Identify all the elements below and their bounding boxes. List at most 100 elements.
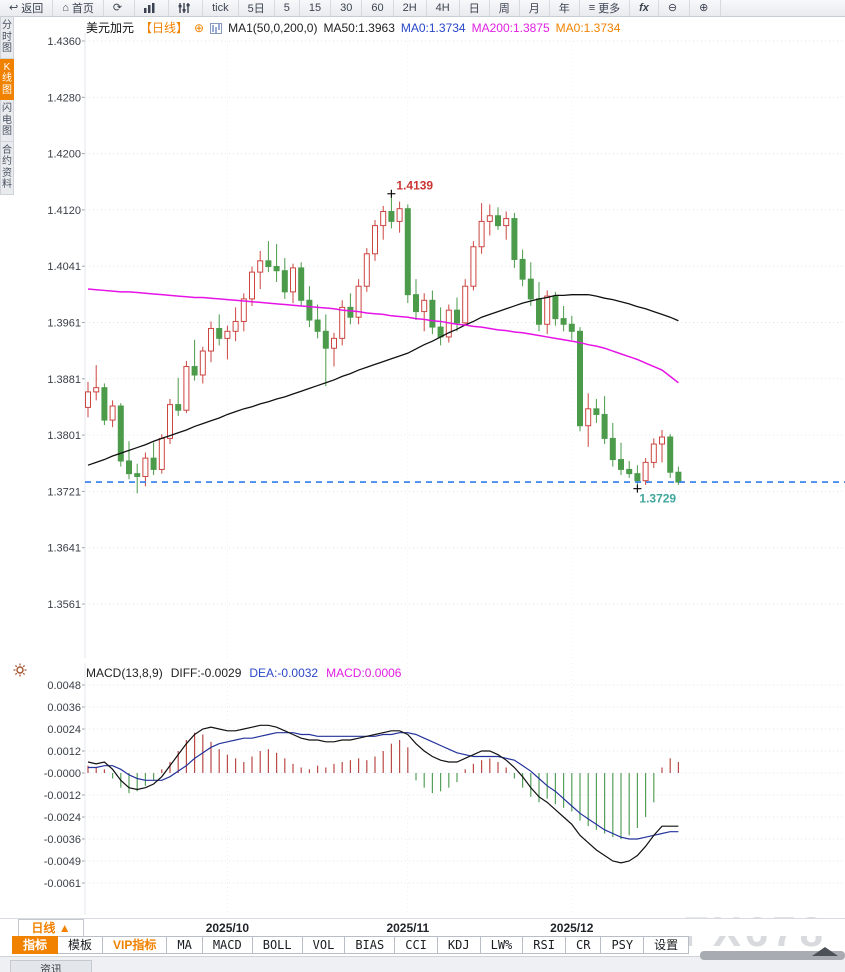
- toolbar-label-m30: 30: [340, 2, 353, 14]
- indicator-tab-设置[interactable]: 设置: [644, 936, 690, 954]
- toolbar-button-m60[interactable]: 60: [362, 0, 394, 16]
- indicator-toolbar: 指标 模板 VIP指标 MA MACD BOLL VOL BIAS CCI KDJ LW% RSI CR…: [12, 936, 690, 954]
- period-label: 【日线】: [140, 21, 189, 35]
- sidebar-tab-2[interactable]: K线图: [0, 58, 14, 100]
- news-tab[interactable]: 资讯: [10, 960, 92, 972]
- svg-text:1.3881: 1.3881: [47, 374, 81, 386]
- indicator-tab-RSI[interactable]: RSI: [523, 936, 566, 954]
- toolbar-label-fx: fx: [639, 2, 649, 14]
- horizontal-scrollbar[interactable]: [700, 951, 845, 960]
- top-toolbar: ↩ 返回 ⌂ 首页 ⟳ tick 5日 5 15 30 60 2H 4H 日周月年 ≡ 更多 fx ⊖ ⊕: [0, 0, 845, 17]
- ma-settings-label: MA1(50,0,200,0): [228, 21, 318, 35]
- toolbar-button-tick[interactable]: tick: [203, 0, 239, 16]
- indicator-tab-LW%[interactable]: LW%: [480, 936, 524, 954]
- x-axis-month-label: 2025/12: [550, 921, 594, 935]
- indicator-tab-KDJ[interactable]: KDJ: [437, 936, 481, 954]
- macd-value-label: DIFF:-0.0029: [170, 666, 242, 680]
- symbol-name: 美元加元: [86, 21, 135, 35]
- indicator-tab-CR[interactable]: CR: [565, 936, 602, 954]
- back-arrow-icon: ↩: [9, 1, 19, 14]
- toolbar-button-refresh[interactable]: ⟳: [104, 0, 136, 16]
- bar-chart-icon: [144, 3, 156, 13]
- main-price-chart[interactable]: 1.4360 1.4280 1.4200 1.4120 1.4041 1.3961 1.38…: [0, 30, 845, 660]
- svg-text:1.3721: 1.3721: [47, 486, 81, 498]
- indicator-tab-MA[interactable]: MA: [167, 936, 203, 954]
- sidebar-tab-1[interactable]: 分时图: [0, 17, 14, 59]
- indicator-tab-VIP指标[interactable]: VIP指标: [103, 936, 168, 954]
- toolbar-button-h4[interactable]: 4H: [427, 0, 460, 16]
- toolbar-label-m5: 5: [283, 2, 290, 14]
- toolbar-label-tick: tick: [212, 2, 229, 14]
- toolbar-label-back: 返回: [21, 3, 44, 15]
- macd-indicator-chart[interactable]: 0.0048 0.0036 0.0024 0.0012 -0.0000 -0.0012 -0…: [0, 660, 845, 918]
- toolbar-button-zoom-out[interactable]: ⊖: [659, 0, 691, 16]
- toolbar-button-zoom-in[interactable]: ⊕: [690, 0, 722, 16]
- toolbar-button-chart-type[interactable]: [135, 0, 170, 16]
- toolbar-button-m15[interactable]: 15: [300, 0, 332, 16]
- home-icon: ⌂: [62, 1, 69, 14]
- candle-chart-icon: [210, 23, 223, 37]
- toolbar-label-5d: 5日: [247, 3, 265, 15]
- indicator-tab-VOL[interactable]: VOL: [302, 936, 346, 954]
- toolbar-button-month[interactable]: 月: [520, 0, 550, 16]
- toolbar-button-more[interactable]: ≡ 更多: [580, 0, 631, 16]
- toolbar-label-h4: 4H: [435, 2, 450, 14]
- toolbar-label-more: 更多: [598, 3, 621, 15]
- toolbar-button-day[interactable]: 日: [460, 0, 490, 16]
- ma-value-label: MA200:1.3875: [471, 21, 550, 35]
- ma-value-label: MA0:1.3734: [555, 21, 621, 35]
- toolbar-label-m60: 60: [371, 2, 384, 14]
- sidebar-tab-4[interactable]: 合约资料: [0, 141, 14, 195]
- period-selector-button[interactable]: 日线 ▲: [18, 919, 84, 937]
- indicator-tab-BOLL[interactable]: BOLL: [252, 936, 303, 954]
- svg-text:1.4360: 1.4360: [47, 36, 81, 48]
- indicator-tab-BIAS[interactable]: BIAS: [345, 936, 396, 954]
- toolbar-button-week[interactable]: 周: [490, 0, 520, 16]
- ma-value-label: MA50:1.3963: [323, 21, 395, 35]
- toolbar-label-day: 日: [468, 3, 480, 15]
- svg-text:0.0012: 0.0012: [47, 746, 81, 758]
- x-axis-month-label: 2025/11: [386, 921, 430, 935]
- bottom-strip: 资讯: [0, 956, 845, 972]
- macd-value-label: MACD(13,8,9): [86, 666, 163, 680]
- x-axis-row: 日线 ▲ 2025/10 2025/11 2025/12: [0, 918, 845, 937]
- toolbar-button-fx[interactable]: fx: [630, 0, 659, 16]
- toolbar-label-h2: 2H: [402, 2, 417, 14]
- toolbar-button-settings[interactable]: [169, 0, 204, 16]
- svg-text:-0.0061: -0.0061: [44, 878, 81, 890]
- toolbar-button-home[interactable]: ⌂ 首页: [53, 0, 104, 16]
- toolbar-button-back[interactable]: ↩ 返回: [0, 0, 54, 16]
- add-indicator-icon[interactable]: ⊕: [194, 21, 205, 35]
- toolbar-button-h2[interactable]: 2H: [394, 0, 427, 16]
- toolbar-label-year: 年: [558, 3, 570, 15]
- svg-text:1.3561: 1.3561: [47, 599, 81, 611]
- toolbar-button-5d[interactable]: 5日: [239, 0, 275, 16]
- ma-value-label: MA0:1.3734: [400, 21, 466, 35]
- svg-text:1.3961: 1.3961: [47, 318, 81, 330]
- svg-text:1.4280: 1.4280: [47, 92, 81, 104]
- svg-text:0.0024: 0.0024: [47, 724, 81, 736]
- refresh-icon: ⟳: [112, 1, 123, 14]
- toolbar-button-m30[interactable]: 30: [331, 0, 363, 16]
- toolbar-button-year[interactable]: 年: [550, 0, 580, 16]
- svg-text:-0.0012: -0.0012: [44, 790, 81, 802]
- sidebar-tab-3[interactable]: 闪电图: [0, 100, 14, 142]
- svg-text:1.3801: 1.3801: [47, 430, 81, 442]
- indicator-tab-MACD[interactable]: MACD: [202, 936, 253, 954]
- indicator-tab-指标[interactable]: 指标: [12, 936, 59, 954]
- chart-type-sidebar: 分时图 K线图 闪电图 合约资料: [0, 17, 14, 195]
- svg-text:0.0036: 0.0036: [47, 702, 81, 714]
- indicator-tab-模板[interactable]: 模板: [58, 936, 104, 954]
- svg-text:0.0048: 0.0048: [47, 680, 81, 692]
- svg-text:1.3641: 1.3641: [47, 543, 81, 555]
- indicator-tab-CCI[interactable]: CCI: [395, 936, 438, 954]
- toolbar-button-m5[interactable]: 5: [275, 0, 300, 16]
- zoom-in-icon: ⊕: [699, 1, 709, 14]
- chart-legend: 美元加元 【日线】 ⊕ MA1(50,0,200,0) MA50:1.3963 MA0:1…: [86, 19, 632, 37]
- zoom-out-icon: ⊖: [667, 1, 678, 14]
- scroll-up-arrow[interactable]: [812, 947, 838, 956]
- toolbar-label-month: 月: [528, 3, 540, 15]
- indicator-tab-PSY[interactable]: PSY: [601, 936, 645, 954]
- indicator-settings-icon[interactable]: [13, 663, 27, 682]
